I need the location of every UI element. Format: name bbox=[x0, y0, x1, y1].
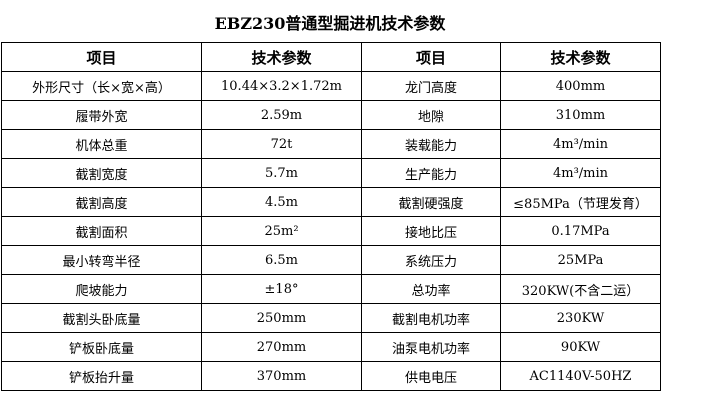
item-cell: 机体总重 bbox=[1, 129, 202, 159]
item-cell: 供电电压 bbox=[361, 361, 501, 391]
param-cell: 4m³/min bbox=[500, 129, 661, 159]
param-cell: ≤85MPa（节理发育） bbox=[500, 187, 661, 217]
item-cell: 龙门高度 bbox=[361, 71, 501, 101]
item-cell: 系统压力 bbox=[361, 245, 501, 275]
param-cell: AC1140V-50HZ bbox=[500, 361, 661, 391]
param-cell: 230KW bbox=[500, 303, 661, 333]
item-cell: 最小转弯半径 bbox=[1, 245, 202, 275]
item-cell: 地隙 bbox=[361, 100, 501, 130]
item-cell: 截割头卧底量 bbox=[1, 303, 202, 333]
param-cell: 310mm bbox=[500, 100, 661, 130]
item-cell: 截割电机功率 bbox=[361, 303, 501, 333]
item-cell: 铲板抬升量 bbox=[1, 361, 202, 391]
param-cell: 320KW(不含二运） bbox=[500, 274, 661, 304]
param-cell: 25m² bbox=[201, 216, 362, 246]
item-cell: 截割高度 bbox=[1, 187, 202, 217]
item-cell: 油泵电机功率 bbox=[361, 332, 501, 362]
param-cell: ±18° bbox=[201, 274, 362, 304]
table-row: 爬坡能力 ±18° 总功率 320KW(不含二运） bbox=[1, 274, 661, 304]
param-cell: 10.44×3.2×1.72m bbox=[201, 71, 362, 101]
table-row: 铲板抬升量 370mm 供电电压 AC1140V-50HZ bbox=[1, 361, 661, 391]
table-row: 截割高度 4.5m 截割硬强度 ≤85MPa（节理发育） bbox=[1, 187, 661, 217]
header-item: 项目 bbox=[361, 42, 501, 72]
param-cell: 270mm bbox=[201, 332, 362, 362]
item-cell: 总功率 bbox=[361, 274, 501, 304]
table-row: 截割面积 25m² 接地比压 0.17MPa bbox=[1, 216, 661, 246]
table-header-row: 项目 技术参数 项目 技术参数 bbox=[1, 42, 661, 72]
table-row: 截割宽度 5.7m 生产能力 4m³/min bbox=[1, 158, 661, 188]
param-cell: 6.5m bbox=[201, 245, 362, 275]
param-cell: 5.7m bbox=[201, 158, 362, 188]
document-title: EBZ230普通型掘进机技术参数 bbox=[214, 14, 446, 33]
item-cell: 外形尺寸（长×宽×高） bbox=[1, 71, 202, 101]
item-cell: 截割宽度 bbox=[1, 158, 202, 188]
param-cell: 250mm bbox=[201, 303, 362, 333]
table-row: 铲板卧底量 270mm 油泵电机功率 90KW bbox=[1, 332, 661, 362]
param-cell: 72t bbox=[201, 129, 362, 159]
param-cell: 2.59m bbox=[201, 100, 362, 130]
item-cell: 生产能力 bbox=[361, 158, 501, 188]
table-row: 履带外宽 2.59m 地隙 310mm bbox=[1, 100, 661, 130]
item-cell: 截割硬强度 bbox=[361, 187, 501, 217]
item-cell: 爬坡能力 bbox=[1, 274, 202, 304]
param-cell: 25MPa bbox=[500, 245, 661, 275]
header-item: 项目 bbox=[1, 42, 202, 72]
table-row: 最小转弯半径 6.5m 系统压力 25MPa bbox=[1, 245, 661, 275]
param-cell: 370mm bbox=[201, 361, 362, 391]
table-row: 截割头卧底量 250mm 截割电机功率 230KW bbox=[1, 303, 661, 333]
item-cell: 装载能力 bbox=[361, 129, 501, 159]
item-cell: 履带外宽 bbox=[1, 100, 202, 130]
table-row: 机体总重 72t 装载能力 4m³/min bbox=[1, 129, 661, 159]
header-param: 技术参数 bbox=[500, 42, 661, 72]
table-row: 外形尺寸（长×宽×高） 10.44×3.2×1.72m 龙门高度 400mm bbox=[1, 71, 661, 101]
param-cell: 4.5m bbox=[201, 187, 362, 217]
item-cell: 截割面积 bbox=[1, 216, 202, 246]
param-cell: 0.17MPa bbox=[500, 216, 661, 246]
header-param: 技术参数 bbox=[201, 42, 362, 72]
param-cell: 4m³/min bbox=[500, 158, 661, 188]
item-cell: 接地比压 bbox=[361, 216, 501, 246]
item-cell: 铲板卧底量 bbox=[1, 332, 202, 362]
param-cell: 400mm bbox=[500, 71, 661, 101]
spec-table: 项目 技术参数 项目 技术参数 外形尺寸（长×宽×高） 10.44×3.2×1.7… bbox=[1, 42, 661, 391]
param-cell: 90KW bbox=[500, 332, 661, 362]
